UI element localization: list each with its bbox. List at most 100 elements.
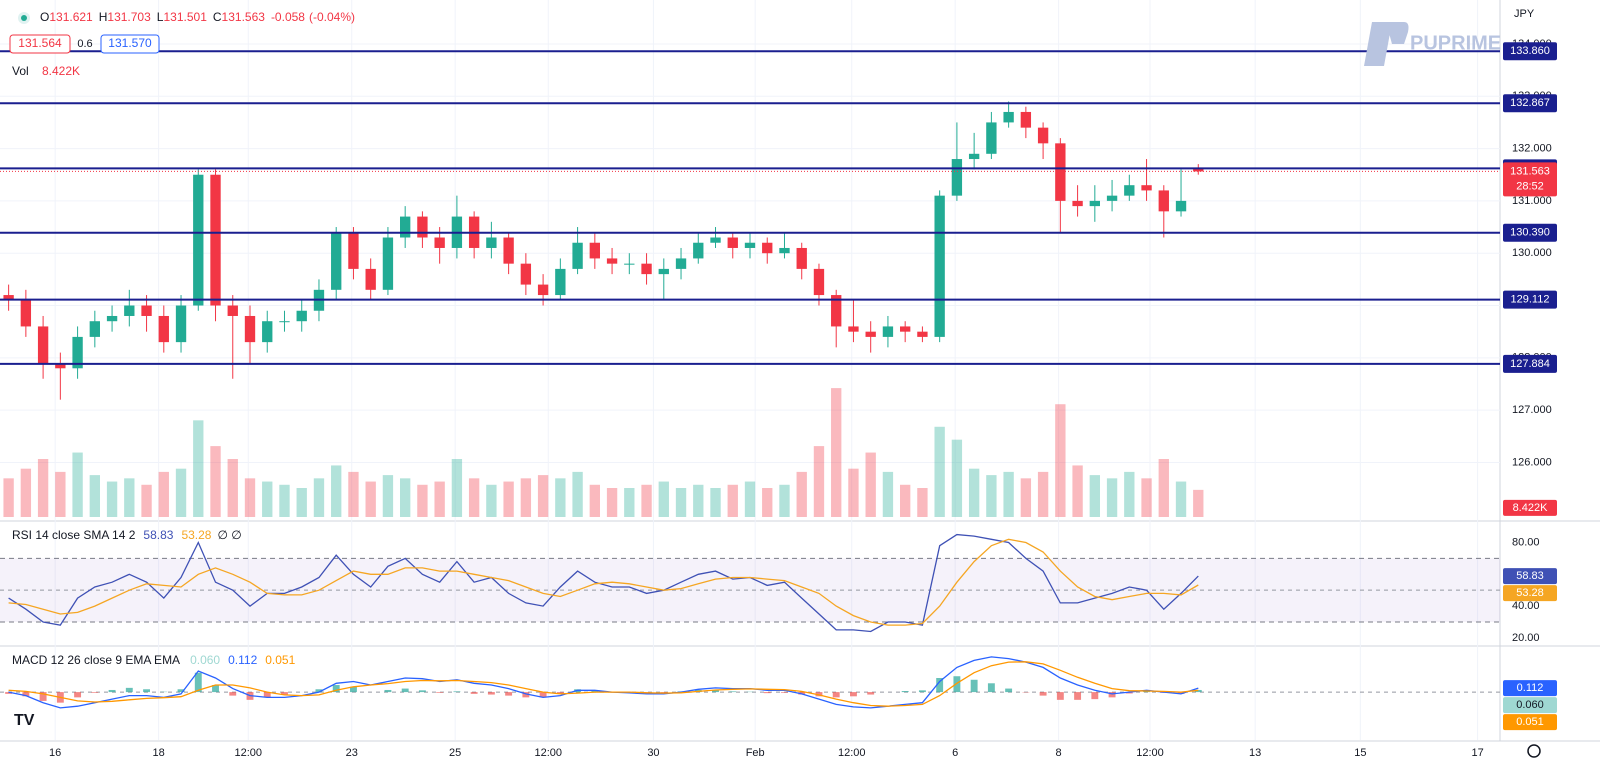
histogram-bar xyxy=(1125,692,1133,694)
plot xyxy=(0,50,1500,709)
candle-body xyxy=(89,321,100,337)
ohlc-value: 131.621 xyxy=(49,10,93,24)
volume-bar xyxy=(331,465,342,517)
volume-bar xyxy=(313,478,325,517)
x-tick-label: Feb xyxy=(746,747,765,759)
candle-body xyxy=(20,300,32,327)
ohlc-key: L xyxy=(157,10,164,24)
volume-bar xyxy=(675,488,687,517)
level-label: 129.112 xyxy=(1511,294,1550,306)
level-label: 130.390 xyxy=(1510,227,1550,239)
volume-bar xyxy=(37,459,49,517)
logo-text: PUPRIME xyxy=(1410,32,1501,54)
histogram-bar xyxy=(91,692,99,693)
candle-body xyxy=(968,153,980,160)
histogram-bar xyxy=(729,691,737,693)
candle-body xyxy=(986,122,997,154)
bid[interactable]: 131.564 xyxy=(18,36,62,50)
volume-bar xyxy=(1055,404,1066,517)
level-label-box xyxy=(1503,94,1557,113)
volume-bar xyxy=(658,481,669,517)
histogram-bar xyxy=(177,689,185,693)
volume-bar xyxy=(1020,478,1032,517)
candle-body xyxy=(124,305,135,316)
volume-bar xyxy=(917,488,928,517)
volume-bar xyxy=(3,478,14,517)
volume-bar xyxy=(89,475,100,517)
volume-bar xyxy=(158,471,169,517)
ohlc-key: H xyxy=(99,10,108,24)
histogram-bar xyxy=(591,690,599,693)
last-value-label-box xyxy=(1503,714,1557,731)
volume-bar xyxy=(1089,475,1100,517)
settings-button[interactable] xyxy=(1527,744,1541,758)
candle-body xyxy=(831,295,842,327)
candle-body xyxy=(693,242,704,259)
volume-last-label-box xyxy=(1503,499,1557,516)
histogram-bar xyxy=(936,678,944,693)
candle-body xyxy=(1055,143,1066,201)
histogram-bar xyxy=(832,692,840,698)
volume-last-label: 8.422K xyxy=(1513,502,1549,514)
x-tick-label: 25 xyxy=(449,747,461,759)
histogram-bar xyxy=(815,692,823,697)
histogram-bar xyxy=(539,692,547,698)
volume-bar xyxy=(451,459,463,517)
volume-bar xyxy=(55,471,66,517)
x-tick-label: 6 xyxy=(952,747,958,759)
candle-body xyxy=(296,310,307,322)
volume-bar xyxy=(641,484,652,517)
candle-body xyxy=(486,237,497,248)
ask-box[interactable] xyxy=(100,34,160,54)
tv-logo[interactable]: TV xyxy=(14,712,35,729)
volume-bar xyxy=(1175,481,1187,517)
candle-body xyxy=(1141,185,1152,191)
candle-body xyxy=(227,305,238,316)
histogram-bar xyxy=(1005,688,1013,693)
level-label-box xyxy=(1503,42,1557,61)
last-value-label-box xyxy=(1503,568,1557,585)
candle-body xyxy=(848,326,859,332)
volume-bar xyxy=(796,471,807,517)
legend-value: 0.112 xyxy=(228,653,257,667)
volume-bar xyxy=(865,452,876,517)
level-label: 132.867 xyxy=(1510,97,1550,109)
histogram-bar xyxy=(850,692,857,697)
volume-bar xyxy=(434,481,445,517)
level-label-box xyxy=(1503,290,1557,309)
candle-body xyxy=(1003,111,1014,123)
volume-value: 8.422K xyxy=(42,64,80,78)
candle-body xyxy=(900,326,911,332)
volume-title: Vol xyxy=(12,64,29,78)
ohlc-value: 131.563 xyxy=(222,10,266,24)
candle-body xyxy=(951,159,963,196)
volume-bar xyxy=(986,475,997,517)
volume-bar xyxy=(244,478,256,517)
currency[interactable]: JPY xyxy=(1514,8,1535,20)
volume-bar xyxy=(1106,478,1118,517)
histogram-bar xyxy=(401,688,409,693)
candle-body xyxy=(1089,200,1100,207)
ask[interactable]: 131.570 xyxy=(108,36,152,50)
bid-box[interactable] xyxy=(9,34,71,54)
y-tick-label: 80.00 xyxy=(1512,536,1540,548)
histogram-bar xyxy=(315,689,323,693)
status-dot xyxy=(21,15,27,21)
x-tick-label: 12:00 xyxy=(535,747,563,759)
legend-value: 58.83 xyxy=(143,528,173,542)
last-value-label: 0.051 xyxy=(1516,716,1544,728)
candle-body xyxy=(175,305,187,343)
candle-body xyxy=(779,247,790,254)
volume-bar xyxy=(813,446,825,517)
volume-bar xyxy=(1141,478,1152,517)
volume-bar xyxy=(520,478,532,517)
candle-body xyxy=(813,268,825,296)
histogram-bar xyxy=(22,692,30,697)
x-tick-label: 12:00 xyxy=(235,747,263,759)
histogram-bar xyxy=(1074,692,1082,700)
histogram-bar xyxy=(1056,692,1064,700)
histogram-bar xyxy=(212,685,219,693)
candle-body xyxy=(1072,200,1083,207)
histogram-bar xyxy=(39,692,47,701)
